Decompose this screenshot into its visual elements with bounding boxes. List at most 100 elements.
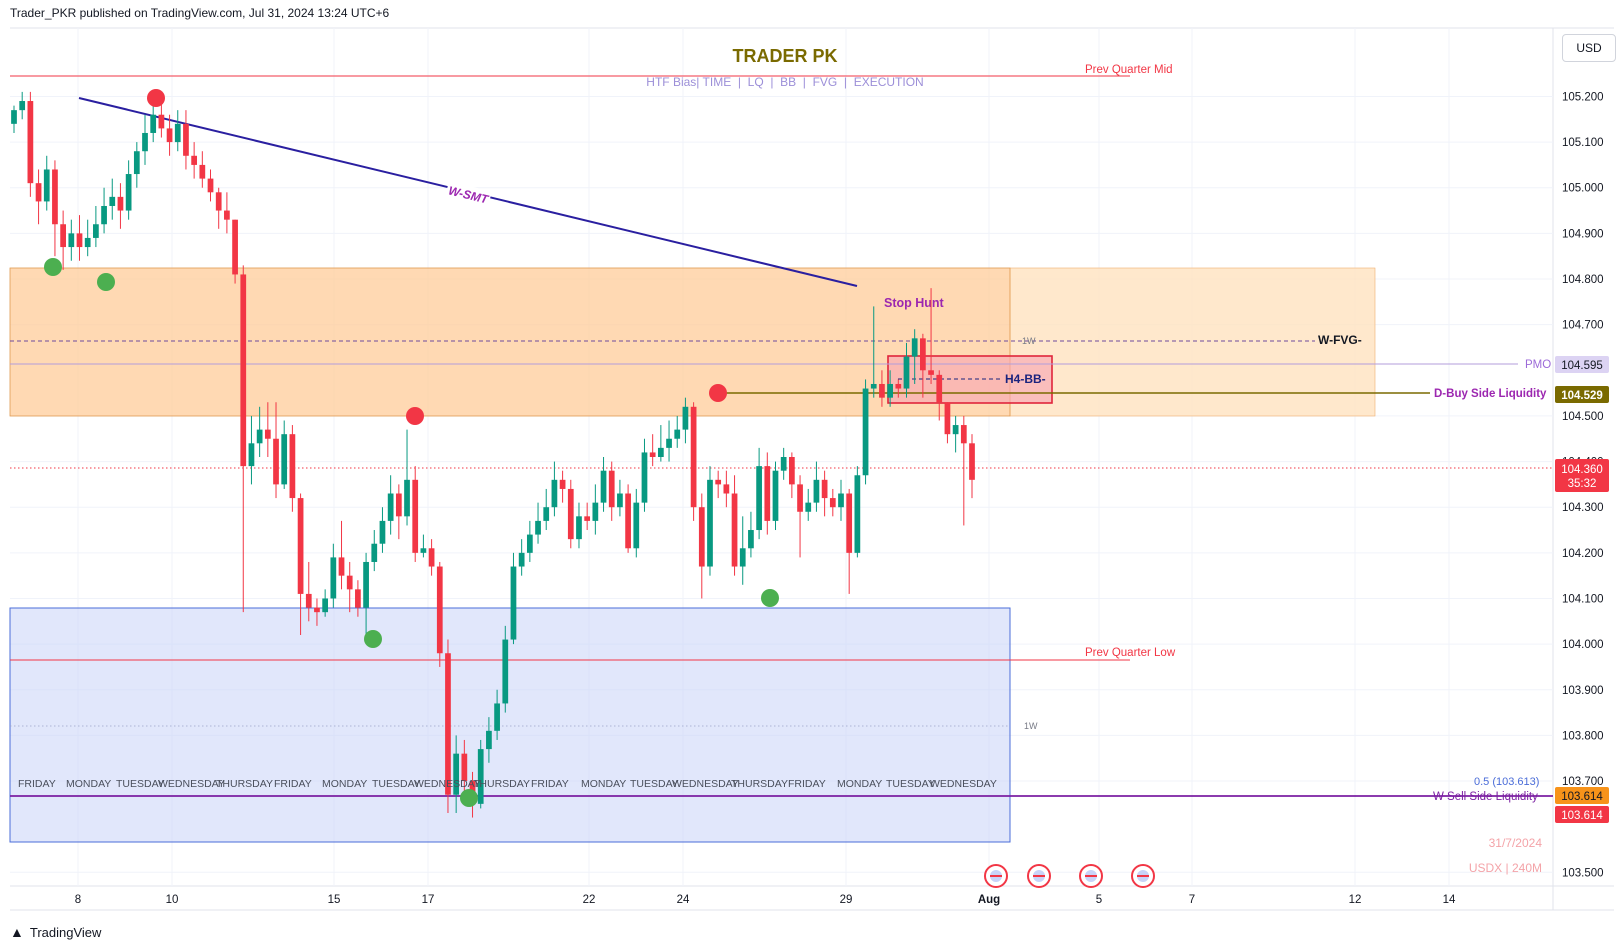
- x-tick-label: 24: [677, 894, 690, 906]
- pmo-badge: [1555, 356, 1609, 373]
- candle-body: [93, 224, 99, 238]
- weekday-label: THURSDAY: [216, 778, 273, 790]
- d-buy-side-liquidity-label: D-Buy Side Liquidity: [1434, 388, 1547, 400]
- fib-level-label: 0.5 (103.613): [1474, 776, 1539, 788]
- candle-body: [109, 196, 116, 206]
- candle-body: [330, 557, 337, 599]
- smt-label-group: W-SMT: [445, 181, 492, 208]
- event-flag-icon[interactable]: [1027, 864, 1051, 888]
- candle-body: [412, 479, 419, 553]
- candle-body: [199, 164, 206, 179]
- tradingview-logo-icon: ▲: [10, 924, 24, 940]
- y-tick-label: 104.500: [1562, 411, 1604, 423]
- candle-body: [133, 151, 140, 175]
- y-tick-label: 104.700: [1562, 320, 1604, 332]
- swing-low-marker: [44, 258, 62, 276]
- y-tick-label: 105.200: [1562, 91, 1604, 103]
- weekday-label: TUESDAY: [886, 778, 935, 790]
- weekday-label: WEDNESDAY: [672, 778, 739, 790]
- candle-body: [829, 498, 836, 508]
- candle-body: [715, 479, 722, 485]
- candle-body: [150, 114, 157, 133]
- w-sell-side-liquidity-label: W Sell Side Liquidity: [1433, 791, 1538, 803]
- footer-logo[interactable]: ▲ TradingView: [10, 924, 101, 940]
- y-tick-label: 103.700: [1562, 776, 1604, 788]
- candle-body: [666, 438, 672, 448]
- candle-body: [723, 484, 730, 494]
- dbsl-badge-text: 104.529: [1561, 390, 1603, 402]
- candle-body: [387, 493, 394, 521]
- candle-body: [617, 493, 623, 508]
- date-label: 31/7/2024: [1489, 836, 1543, 850]
- currency-button[interactable]: USD: [1562, 34, 1616, 62]
- candle-body: [625, 493, 631, 549]
- candle-body: [232, 219, 238, 275]
- chart-subtitle: HTF Bias| TIME | LQ | BB | FVG | EXECUTI…: [646, 75, 923, 89]
- fvg-zone: [9, 267, 1011, 417]
- candle-body: [821, 479, 828, 499]
- candle-body: [477, 749, 484, 804]
- discount-zone: [9, 607, 1011, 843]
- candle-body: [879, 383, 885, 398]
- swing-low-marker: [460, 789, 478, 807]
- candle-body: [142, 132, 148, 152]
- x-tick-label: 17: [422, 894, 435, 906]
- x-tick-label: 10: [166, 894, 179, 906]
- w-mark-lower: 1W: [1024, 721, 1038, 731]
- candle-body: [207, 178, 214, 193]
- candle-body: [969, 443, 975, 480]
- candle-body: [305, 593, 312, 608]
- weekday-label: WEDNESDAY: [414, 778, 481, 790]
- candle-body: [191, 155, 198, 165]
- candle-body: [84, 237, 91, 248]
- candle-body: [52, 169, 58, 225]
- candle-body: [698, 507, 705, 567]
- candle-body: [215, 192, 222, 211]
- candle-body: [158, 114, 165, 129]
- candle-body: [363, 561, 369, 608]
- candle-body: [510, 566, 517, 640]
- candle-body: [35, 183, 42, 202]
- candle-body: [690, 406, 697, 508]
- candle-body: [592, 502, 599, 521]
- candle-body: [486, 730, 492, 750]
- current-price-badge: [1555, 459, 1609, 492]
- event-flag-icon[interactable]: [984, 864, 1008, 888]
- smt-label-bg: [445, 181, 492, 208]
- candle-body: [649, 452, 656, 457]
- weekday-label: THURSDAY: [731, 778, 788, 790]
- ssl-badge-text: 103.614: [1561, 791, 1603, 803]
- prev-quarter-mid-label: Prev Quarter Mid: [1085, 64, 1173, 76]
- candle-body: [870, 383, 877, 389]
- candle-body: [657, 447, 664, 457]
- bar-countdown-text: 35:32: [1568, 478, 1597, 490]
- fib-badge: [1555, 806, 1609, 823]
- time-axis[interactable]: 8 10 15 17 22 24 29 Aug 5 7 12 14: [75, 894, 1456, 906]
- x-tick-label: 12: [1349, 894, 1362, 906]
- candle-body: [281, 434, 288, 485]
- event-flag-icon[interactable]: [1131, 864, 1155, 888]
- x-tick-label: 5: [1096, 894, 1102, 906]
- pmo-badge-text: 104.595: [1561, 360, 1603, 372]
- candle-body: [731, 493, 738, 567]
- candle-body: [76, 233, 83, 248]
- candle-body: [518, 552, 525, 567]
- candle-body: [404, 479, 410, 517]
- weekday-label: MONDAY: [322, 778, 367, 790]
- candle-body: [453, 753, 460, 795]
- swing-low-marker: [761, 589, 779, 607]
- candles: [11, 91, 975, 818]
- candle-body: [502, 639, 509, 704]
- candle-body: [125, 174, 132, 211]
- stop-hunt-label: Stop Hunt: [884, 296, 945, 310]
- event-flag-icon[interactable]: [1079, 864, 1103, 888]
- candle-body: [797, 484, 803, 512]
- candle-body: [887, 383, 893, 398]
- weekday-label: WEDNESDAY: [158, 778, 225, 790]
- candle-body: [379, 520, 386, 544]
- candle-body: [355, 589, 361, 608]
- y-tick-label: 104.200: [1562, 548, 1604, 560]
- candle-body: [526, 534, 533, 553]
- candle-body: [273, 438, 279, 485]
